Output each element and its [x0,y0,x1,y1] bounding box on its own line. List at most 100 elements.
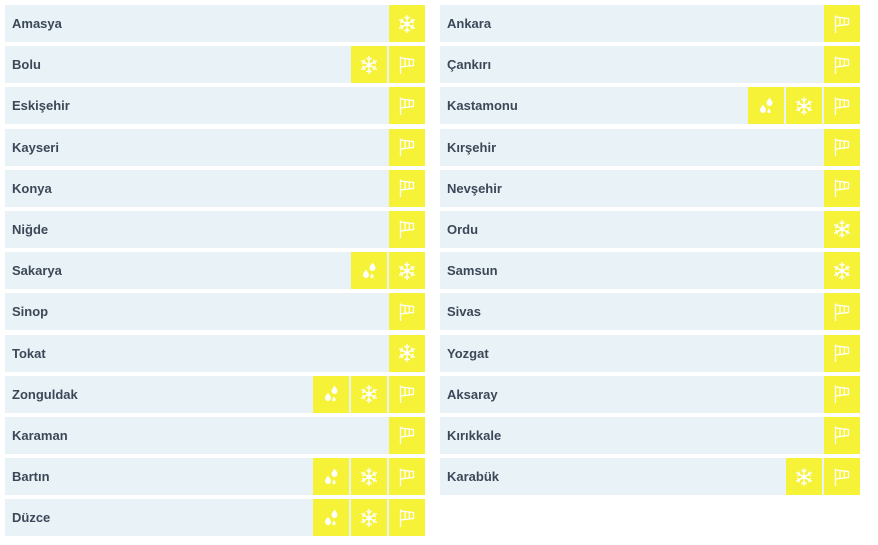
wind-icon[interactable] [389,87,425,125]
wind-icon[interactable] [824,458,860,496]
province-name: Bartın [12,469,50,485]
province-row: Niğde [5,210,425,248]
province-row: Çankırı [440,46,860,84]
snow-icon[interactable] [824,210,860,248]
province-name: Aksaray [447,386,498,402]
province-name: Çankırı [447,57,492,73]
province-name: Kırşehir [447,139,497,155]
snow-icon[interactable] [389,334,425,372]
wind-icon[interactable] [824,416,860,454]
wind-icon[interactable] [824,169,860,207]
warning-icons [387,293,425,331]
province-row: Samsun [440,252,860,290]
province-row: Karaman [5,416,425,454]
warning-icons [822,293,860,331]
wind-icon[interactable] [824,46,860,84]
rain-icon[interactable] [313,499,349,537]
province-name: Düzce [12,510,51,526]
warning-icons [822,375,860,413]
warning-icons [822,169,860,207]
rain-icon[interactable] [313,458,349,496]
warning-icons [349,46,425,84]
snow-icon[interactable] [351,375,387,413]
rain-icon[interactable] [351,252,387,290]
snow-icon[interactable] [389,5,425,42]
warning-icons [822,46,860,84]
wind-icon[interactable] [389,458,425,496]
snow-icon[interactable] [824,252,860,290]
province-row: Yozgat [440,334,860,372]
province-name: Amasya [12,16,62,31]
wind-icon[interactable] [389,169,425,207]
province-row: Ordu [440,210,860,248]
wind-icon[interactable] [824,5,860,42]
warning-icons [784,458,860,496]
snow-icon[interactable] [786,87,822,125]
province-row: Kayseri [5,128,425,166]
warning-icons [387,87,425,125]
wind-icon[interactable] [389,293,425,331]
snow-icon[interactable] [351,46,387,84]
province-row: Amasya [5,5,425,42]
province-name: Niğde [12,221,49,237]
province-name: Karabük [447,469,500,485]
wind-icon[interactable] [824,334,860,372]
province-name: Samsun [447,263,498,279]
wind-icon[interactable] [389,46,425,84]
warning-icons [387,5,425,42]
province-name: Ankara [447,16,492,31]
province-name: Sinop [12,304,49,320]
warning-icons [822,5,860,42]
warning-icons [822,416,860,454]
right-column: Ankara Çankırı Kastamonu Kırşehir Nevşehir Or… [440,5,860,499]
warning-icons [387,210,425,248]
province-name: Ordu [447,221,479,237]
province-name: Kastamonu [447,98,518,114]
warning-icons [311,499,425,537]
rain-icon[interactable] [313,375,349,413]
wind-icon[interactable] [389,375,425,413]
warning-icons [349,252,425,290]
province-name: Kayseri [12,139,59,155]
wind-icon[interactable] [824,87,860,125]
snow-icon[interactable] [786,458,822,496]
wind-icon[interactable] [824,293,860,331]
wind-icon[interactable] [824,375,860,413]
warning-icons [822,128,860,166]
province-name: Zonguldak [12,386,78,402]
province-row: Sivas [440,293,860,331]
province-name: Yozgat [447,345,489,361]
wind-icon[interactable] [824,128,860,166]
province-row: Sinop [5,293,425,331]
wind-icon[interactable] [389,499,425,537]
left-column: Amasya Bolu Eskişehir Kayseri Konya Niğde Saka… [5,5,425,540]
warning-icons [311,375,425,413]
wind-icon[interactable] [389,210,425,248]
province-row: Düzce [5,499,425,537]
province-row: Tokat [5,334,425,372]
province-name: Bolu [12,57,41,73]
province-row: Karabük [440,458,860,496]
warning-icons [746,87,860,125]
rain-icon[interactable] [748,87,784,125]
warning-icons [387,416,425,454]
snow-icon[interactable] [351,499,387,537]
province-name: Sakarya [12,263,62,279]
wind-icon[interactable] [389,128,425,166]
province-row: Aksaray [440,375,860,413]
wind-icon[interactable] [389,416,425,454]
snow-icon[interactable] [351,458,387,496]
province-row: Sakarya [5,252,425,290]
province-name: Tokat [12,345,46,361]
province-row: Kırşehir [440,128,860,166]
province-row: Zonguldak [5,375,425,413]
province-name: Kırıkkale [447,427,502,443]
warning-icons [311,458,425,496]
province-row: Konya [5,169,425,207]
warning-icons [387,334,425,372]
snow-icon[interactable] [389,252,425,290]
province-name: Eskişehir [12,98,70,114]
warning-icons [387,169,425,207]
province-name: Sivas [447,304,481,320]
province-row: Bolu [5,46,425,84]
